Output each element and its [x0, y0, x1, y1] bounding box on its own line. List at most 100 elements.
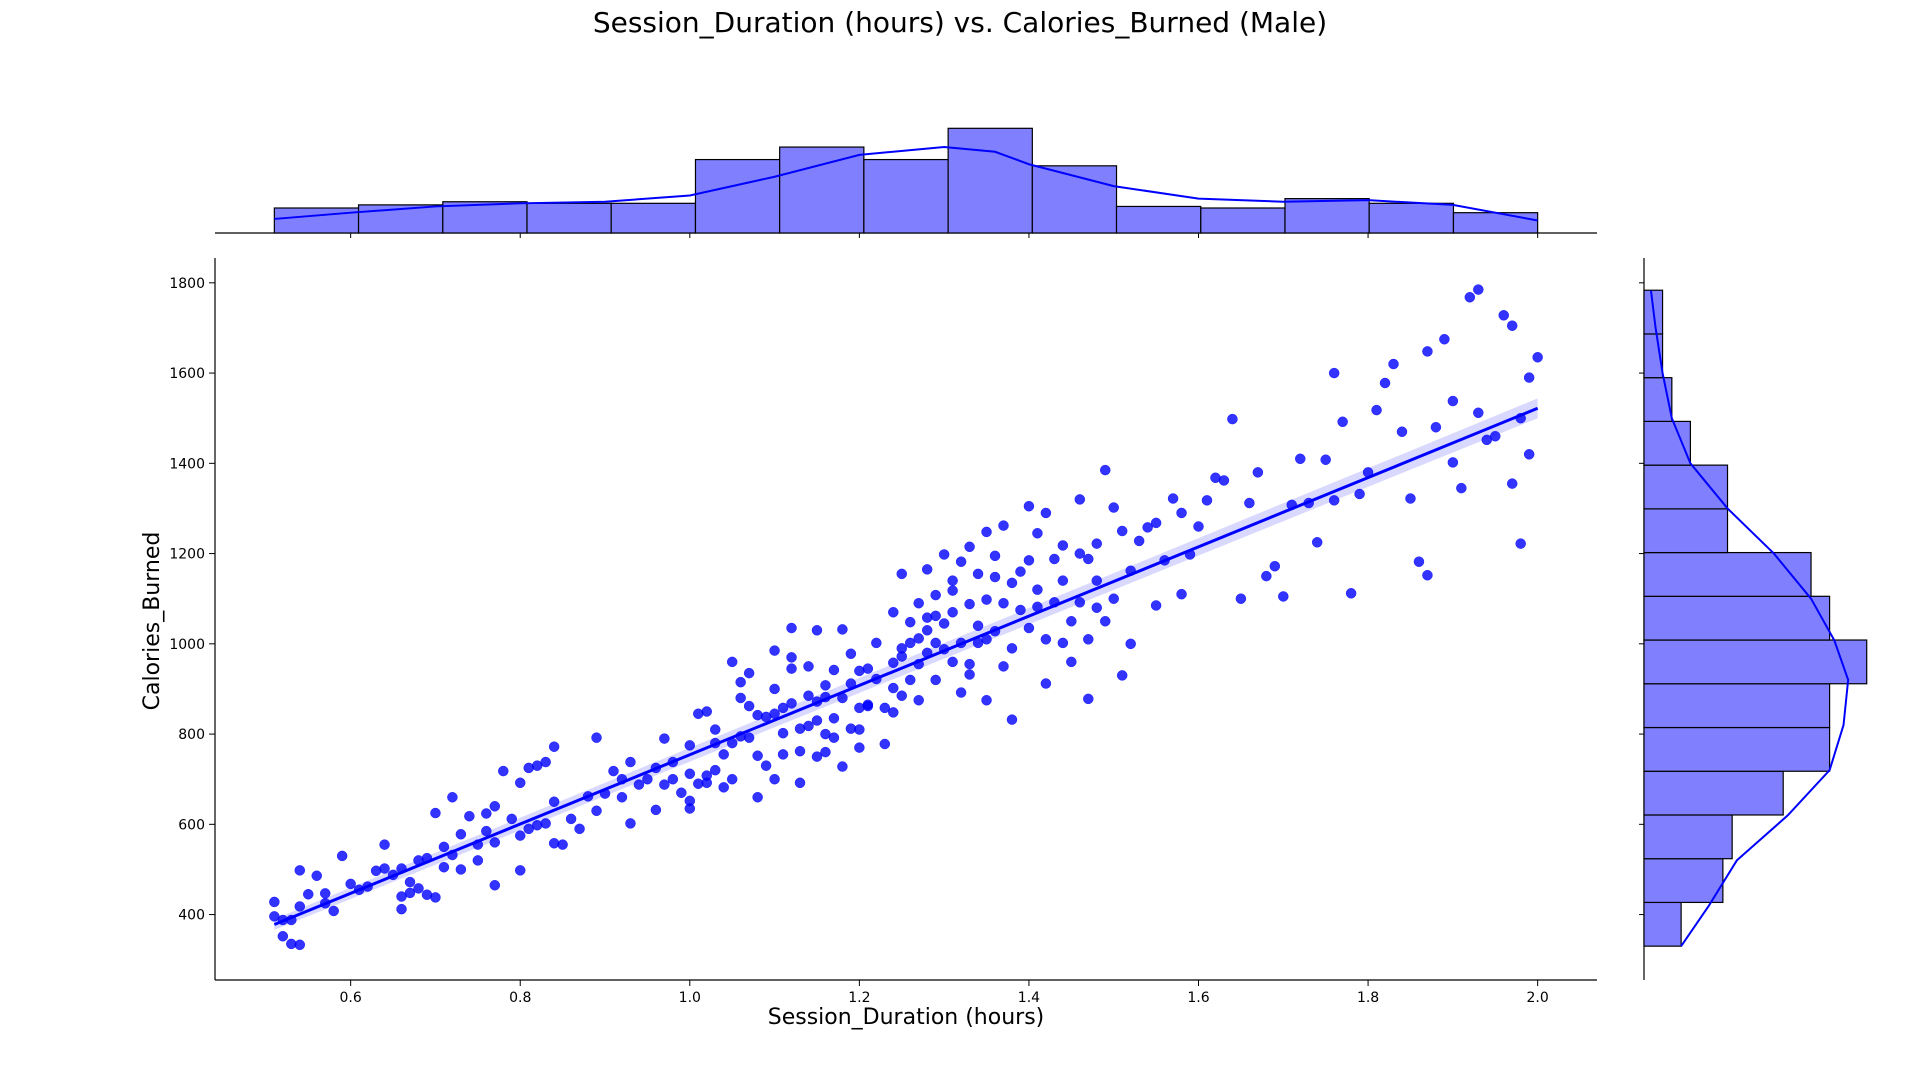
scatter-point: [930, 589, 941, 601]
scatter-point: [777, 702, 789, 714]
x-tick-label: 1.8: [1357, 990, 1379, 1006]
scatter-point: [964, 541, 975, 553]
y-tick-label: 600: [178, 817, 205, 833]
scatter-point: [803, 720, 814, 732]
scatter-point: [989, 571, 1001, 583]
chart-title: Session_Duration (hours) vs. Calories_Bu…: [593, 6, 1327, 39]
scatter-point: [998, 597, 1009, 609]
scatter-point: [1345, 588, 1357, 599]
scatter-point: [1447, 457, 1459, 468]
scatter-point: [1167, 493, 1179, 504]
scatter-point: [514, 865, 526, 876]
scatter-point: [336, 850, 348, 862]
scatter-point: [328, 905, 339, 917]
scatter-point: [896, 690, 908, 701]
scatter-point: [345, 878, 356, 890]
scatter-point: [1252, 467, 1264, 478]
scatter-point: [1116, 525, 1128, 537]
scatter-point: [998, 661, 1009, 672]
scatter-point: [1057, 540, 1069, 551]
scatter-point: [1473, 284, 1484, 295]
x-tick-label: 0.8: [509, 990, 531, 1006]
scatter-point: [1176, 507, 1187, 519]
x-hist-bar: [779, 146, 865, 234]
scatter-point: [1133, 535, 1145, 547]
scatter-point: [904, 637, 916, 649]
scatter-point: [803, 661, 814, 672]
scatter-point: [709, 724, 721, 735]
scatter-point: [659, 733, 670, 744]
scatter-point: [404, 887, 416, 899]
scatter-point: [659, 779, 670, 790]
scatter-point: [608, 765, 619, 777]
y-hist-bar: [1643, 420, 1692, 466]
scatter-point: [888, 606, 899, 618]
scatter-point: [854, 665, 865, 677]
scatter-point: [735, 692, 746, 704]
x-hist-bar: [694, 158, 781, 234]
scatter-point: [786, 622, 797, 634]
scatter-point: [964, 658, 975, 670]
x-hist-bar: [1031, 165, 1118, 234]
scatter-point: [718, 749, 729, 760]
scatter-point: [1328, 367, 1340, 379]
y-tick-label: 1800: [169, 276, 205, 292]
x-tick-label: 1.4: [1018, 990, 1040, 1006]
scatter-point: [531, 819, 543, 831]
y-hist-bar: [1643, 508, 1729, 554]
scatter-point: [489, 879, 501, 891]
y-hist-bar: [1643, 814, 1733, 860]
y-tick-label: 1600: [169, 366, 205, 382]
scatter-point: [1006, 714, 1018, 725]
scatter-point: [676, 787, 687, 798]
scatter-point: [481, 825, 492, 837]
scatter-point: [921, 564, 933, 575]
scatter-point: [379, 863, 390, 874]
scatter-point: [1074, 494, 1086, 505]
scatter-point: [854, 742, 865, 753]
scatter-point: [1464, 292, 1476, 303]
scatter-point: [811, 625, 823, 636]
x-hist-bar: [1200, 207, 1286, 234]
scatter-point: [633, 779, 645, 790]
scatter-point: [701, 706, 713, 717]
scatter-point: [303, 889, 314, 900]
scatter-point: [430, 892, 441, 903]
scatter-point: [1074, 548, 1086, 559]
scatter-point: [684, 740, 696, 751]
scatter-point: [913, 597, 924, 609]
scatter-point: [879, 702, 891, 714]
x-hist-bar: [1115, 205, 1202, 234]
scatter-point: [1498, 310, 1509, 321]
scatter-point: [1032, 584, 1043, 595]
regression-confidence-band: [274, 398, 1538, 930]
scatter-point: [845, 648, 857, 659]
scatter-point: [786, 663, 797, 674]
scatter-point: [1532, 352, 1543, 363]
scatter-point: [896, 568, 908, 580]
scatter-point: [1057, 637, 1069, 649]
scatter-point: [447, 791, 458, 803]
scatter-point: [1422, 569, 1433, 581]
scatter-point: [709, 764, 721, 776]
y-tick-label: 400: [178, 908, 205, 924]
scatter-point: [888, 657, 899, 669]
scatter-point: [921, 625, 933, 636]
scatter-point: [743, 732, 755, 743]
scatter-point: [625, 818, 636, 829]
main-scatter-axes: 0.6 0.8 1.0 1.2 1.4 1.6 1.8 2.0 400 600 800 1000 120…: [169, 258, 1597, 1006]
scatter-point: [930, 610, 941, 622]
scatter-point: [1430, 421, 1442, 433]
scatter-point: [947, 656, 958, 668]
scatter-point: [1074, 597, 1086, 608]
scatter-point: [311, 870, 322, 882]
scatter-point: [769, 773, 780, 785]
scatter-point: [726, 656, 738, 668]
scatter-point: [1295, 453, 1306, 465]
scatter-point: [828, 713, 840, 724]
scatter-point: [1023, 555, 1035, 566]
scatter-point: [743, 667, 755, 679]
scatter-point: [1311, 537, 1323, 548]
scatter-point: [1201, 495, 1213, 506]
